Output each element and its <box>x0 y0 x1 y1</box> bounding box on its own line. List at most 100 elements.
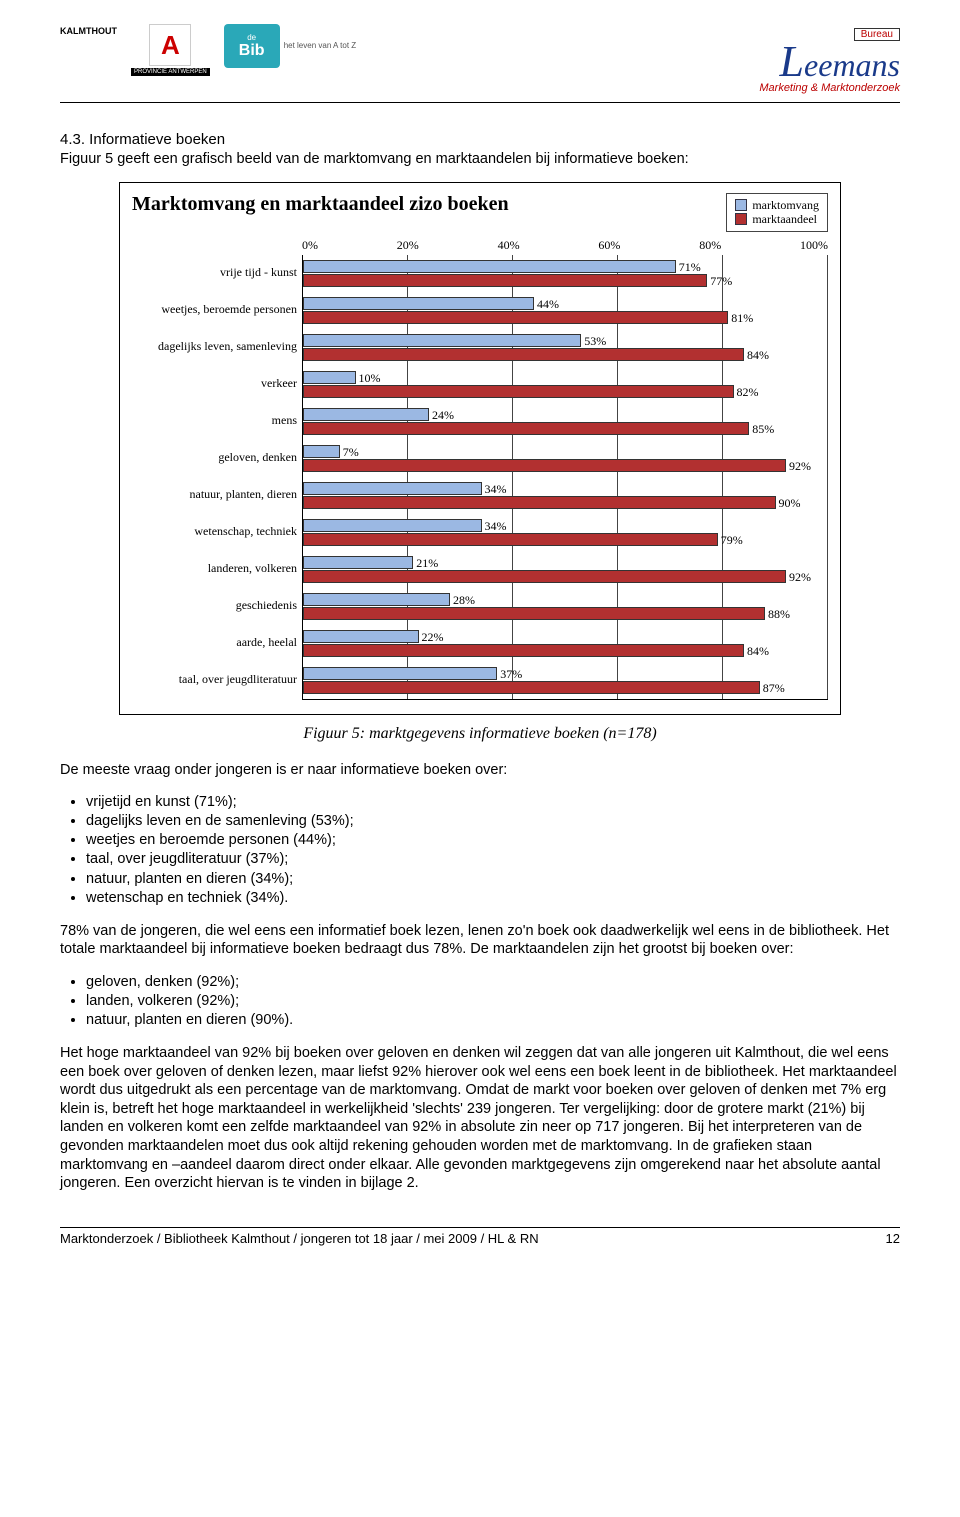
category-label: mens <box>127 413 297 428</box>
chart-row: mens24%85% <box>303 403 828 440</box>
chart-row: verkeer10%82% <box>303 366 828 403</box>
kalmthout-logo: KALMTHOUT <box>60 24 117 36</box>
bar-marktomvang: 22% <box>303 630 419 643</box>
leemans-sub: Marketing & Marktonderzoek <box>759 82 900 94</box>
legend-label-b: marktaandeel <box>752 212 817 226</box>
category-label: vrije tijd - kunst <box>127 265 297 280</box>
bar-marktaandeel: 82% <box>303 385 734 398</box>
chart-container: Marktomvang en marktaandeel zizo boeken … <box>119 182 841 715</box>
header-rule <box>60 102 900 103</box>
chart-title: Marktomvang en marktaandeel zizo boeken <box>132 193 509 216</box>
bar-marktomvang: 53% <box>303 334 581 347</box>
list-item: dagelijks leven en de samenleving (53%); <box>86 812 900 831</box>
bar-marktomvang: 37% <box>303 667 497 680</box>
bar-value: 84% <box>747 348 769 363</box>
category-label: natuur, planten, dieren <box>127 487 297 502</box>
bar-value: 44% <box>537 297 559 312</box>
bar-marktomvang: 24% <box>303 408 429 421</box>
bar-value: 81% <box>731 311 753 326</box>
bar-value: 84% <box>747 644 769 659</box>
list-item: taal, over jeugdliteratuur (37%); <box>86 850 900 869</box>
kalmthout-label: KALMTHOUT <box>60 26 117 36</box>
bar-marktaandeel: 81% <box>303 311 728 324</box>
category-label: landeren, volkeren <box>127 561 297 576</box>
category-label: taal, over jeugdliteratuur <box>127 672 297 687</box>
bar-value: 7% <box>343 445 359 460</box>
category-label: dagelijks leven, samenleving <box>127 339 297 354</box>
plot-area: vrije tijd - kunst71%77%weetjes, beroemd… <box>302 255 828 700</box>
list-item: natuur, planten en dieren (90%). <box>86 1011 900 1030</box>
chart-row: dagelijks leven, samenleving53%84% <box>303 329 828 366</box>
list-item: landen, volkeren (92%); <box>86 992 900 1011</box>
logos-left: KALMTHOUT A PROVINCIE ANTWERPEN de Bib h… <box>60 24 356 76</box>
bullet-list-2: geloven, denken (92%);landen, volkeren (… <box>60 973 900 1030</box>
bar-marktomvang: 34% <box>303 519 482 532</box>
bar-marktomvang: 10% <box>303 371 356 384</box>
bib-logo: de Bib het leven van A tot Z <box>224 24 357 68</box>
bar-marktomvang: 44% <box>303 297 534 310</box>
bar-value: 85% <box>752 422 774 437</box>
chart-row: aarde, heelal22%84% <box>303 625 828 662</box>
bar-marktomvang: 21% <box>303 556 413 569</box>
category-label: geschiedenis <box>127 598 297 613</box>
bar-value: 10% <box>359 371 381 386</box>
bar-value: 82% <box>737 385 759 400</box>
para-2: 78% van de jongeren, die wel eens een in… <box>60 922 900 959</box>
bar-value: 22% <box>422 630 444 645</box>
chart-row: landeren, volkeren21%92% <box>303 551 828 588</box>
bar-marktomvang: 34% <box>303 482 482 495</box>
list-item: geloven, denken (92%); <box>86 973 900 992</box>
leemans-logo: Bureau Leemans Marketing & Marktonderzoe… <box>759 24 900 94</box>
tick-label: 20% <box>397 238 419 253</box>
legend-swatch-marktomvang <box>735 199 747 211</box>
bar-value: 34% <box>485 482 507 497</box>
bar-value: 88% <box>768 607 790 622</box>
antwerpen-icon: A <box>149 24 191 66</box>
bar-marktaandeel: 88% <box>303 607 765 620</box>
bar-value: 90% <box>779 496 801 511</box>
tick-label: 100% <box>800 238 828 253</box>
bar-value: 34% <box>485 519 507 534</box>
figure-caption: Figuur 5: marktgegevens informatieve boe… <box>60 725 900 743</box>
chart-row: vrije tijd - kunst71%77% <box>303 255 828 292</box>
page-header: KALMTHOUT A PROVINCIE ANTWERPEN de Bib h… <box>60 24 900 94</box>
bib-tagline: het leven van A tot Z <box>284 42 357 51</box>
bar-value: 37% <box>500 667 522 682</box>
para-1: De meeste vraag onder jongeren is er naa… <box>60 761 900 780</box>
bar-marktaandeel: 87% <box>303 681 760 694</box>
chart-legend: marktomvang marktaandeel <box>726 193 828 232</box>
bar-value: 24% <box>432 408 454 423</box>
chart-row: taal, over jeugdliteratuur37%87% <box>303 662 828 699</box>
leemans-bureau: Bureau <box>854 28 900 41</box>
section-intro: Figuur 5 geeft een grafisch beeld van de… <box>60 150 900 168</box>
bar-marktaandeel: 84% <box>303 348 744 361</box>
bar-value: 79% <box>721 533 743 548</box>
bar-value: 71% <box>679 260 701 275</box>
antwerpen-label: PROVINCIE ANTWERPEN <box>131 68 210 76</box>
bar-value: 21% <box>416 556 438 571</box>
bar-marktaandeel: 90% <box>303 496 776 509</box>
bar-value: 87% <box>763 681 785 696</box>
leemans-name: Leemans <box>759 42 900 82</box>
category-label: wetenschap, techniek <box>127 524 297 539</box>
footer-page-number: 12 <box>886 1231 900 1246</box>
legend-swatch-marktaandeel <box>735 213 747 225</box>
list-item: weetjes en beroemde personen (44%); <box>86 831 900 850</box>
bar-marktaandeel: 79% <box>303 533 718 546</box>
tick-label: 40% <box>498 238 520 253</box>
bar-marktaandeel: 85% <box>303 422 749 435</box>
section-title: 4.3. Informatieve boeken <box>60 131 900 148</box>
chart-row: geloven, denken7%92% <box>303 440 828 477</box>
chart-row: natuur, planten, dieren34%90% <box>303 477 828 514</box>
chart-row: wetenschap, techniek34%79% <box>303 514 828 551</box>
bar-marktomvang: 28% <box>303 593 450 606</box>
antwerpen-logo: A PROVINCIE ANTWERPEN <box>131 24 210 76</box>
bar-value: 92% <box>789 459 811 474</box>
bar-value: 53% <box>584 334 606 349</box>
chart-row: weetjes, beroemde personen44%81% <box>303 292 828 329</box>
bib-icon: de Bib <box>224 24 280 68</box>
bar-marktaandeel: 77% <box>303 274 707 287</box>
tick-label: 80% <box>699 238 721 253</box>
x-axis-ticks: 0%20%40%60%80%100% <box>302 238 828 253</box>
bar-value: 28% <box>453 593 475 608</box>
